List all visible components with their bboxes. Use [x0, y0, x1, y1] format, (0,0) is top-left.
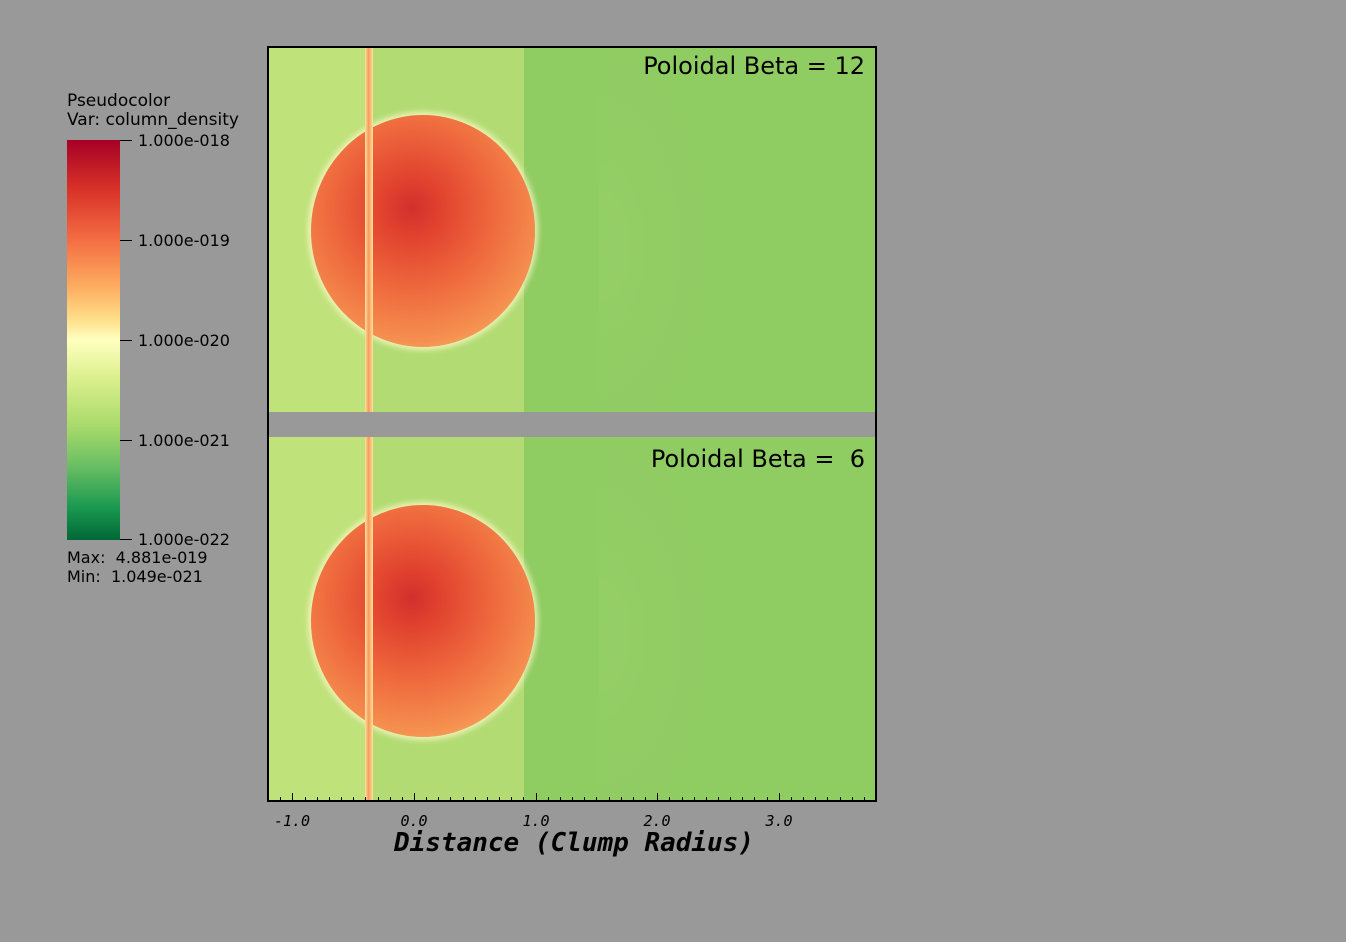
- x-axis-tick: [341, 797, 342, 801]
- x-axis-tick: [645, 797, 646, 801]
- x-axis-tick: [536, 793, 537, 801]
- colorbar-tick-label: 1.000e-021: [138, 431, 230, 450]
- colorbar-tick: [120, 539, 132, 540]
- x-axis-tick: [669, 797, 670, 801]
- x-axis-tick: [682, 797, 683, 801]
- x-axis-tick: [292, 793, 293, 801]
- x-axis-tick: [754, 797, 755, 801]
- x-axis-tick: [329, 797, 330, 801]
- x-axis-tick: [840, 797, 841, 801]
- legend-title: Pseudocolor Var: column_density: [67, 92, 239, 130]
- colorbar-tick: [120, 140, 132, 141]
- plot-frame: Poloidal Beta = 12 Poloidal Beta = 6: [267, 46, 877, 802]
- x-axis-tick: [280, 797, 281, 801]
- x-axis-tick: [378, 797, 379, 801]
- colorbar-tick: [120, 440, 132, 441]
- x-axis-tick: [560, 797, 561, 801]
- colorbar-tick-label: 1.000e-019: [138, 231, 230, 250]
- colorbar-tick-label: 1.000e-020: [138, 331, 230, 350]
- x-axis-tick: [791, 797, 792, 801]
- x-axis-tick: [438, 797, 439, 801]
- x-axis-tick: [767, 797, 768, 801]
- x-axis-tick: [803, 797, 804, 801]
- jet-filament: [365, 48, 373, 412]
- x-axis-tick: [511, 797, 512, 801]
- x-axis-tick: [548, 797, 549, 801]
- x-axis-tick: [730, 797, 731, 801]
- x-axis-tick: [742, 797, 743, 801]
- ambient-medium: [524, 437, 875, 800]
- ambient-medium: [524, 48, 875, 412]
- colorbar-tick: [120, 240, 132, 241]
- x-axis-tick: [694, 797, 695, 801]
- shock-wave: [599, 48, 719, 412]
- x-tick-label: 1.0: [522, 812, 550, 830]
- legend-plot-type: Pseudocolor: [67, 91, 171, 111]
- x-axis-tick: [609, 797, 610, 801]
- x-tick-label: 2.0: [643, 812, 671, 830]
- x-axis-tick: [633, 797, 634, 801]
- x-axis-tick: [463, 797, 464, 801]
- shock-wave: [599, 437, 719, 800]
- x-axis-tick: [353, 797, 354, 801]
- jet-filament: [365, 437, 373, 800]
- legend-variable: Var: column_density: [67, 110, 239, 130]
- x-axis-tick: [365, 797, 366, 801]
- x-axis-tick: [450, 797, 451, 801]
- colorbar-tick-label: 1.000e-022: [138, 530, 230, 549]
- x-axis-tick: [779, 793, 780, 801]
- x-axis-tick: [305, 797, 306, 801]
- x-tick-label: -1.0: [273, 812, 311, 830]
- x-axis-tick: [499, 797, 500, 801]
- colorbar-tick: [120, 340, 132, 341]
- x-axis-tick: [706, 797, 707, 801]
- x-axis-title: Distance (Clump Radius): [393, 828, 755, 858]
- x-axis-tick: [390, 797, 391, 801]
- x-axis-tick: [718, 797, 719, 801]
- x-tick-label: 0.0: [400, 812, 428, 830]
- x-axis-tick: [475, 797, 476, 801]
- legend-min: Min: 1.049e-021: [67, 567, 203, 586]
- clump: [311, 505, 535, 737]
- panel-top: Poloidal Beta = 12: [269, 48, 875, 412]
- panel-title: Poloidal Beta = 6: [650, 445, 865, 473]
- x-axis-tick: [852, 797, 853, 801]
- x-axis-tick: [864, 797, 865, 801]
- x-axis-tick: [402, 797, 403, 801]
- panel-bottom: Poloidal Beta = 6: [269, 437, 875, 800]
- x-tick-label: 3.0: [765, 812, 793, 830]
- x-axis-tick: [317, 797, 318, 801]
- clump: [311, 115, 535, 347]
- x-axis-tick: [572, 797, 573, 801]
- legend-max: Max: 4.881e-019: [67, 548, 208, 567]
- x-axis-tick: [596, 797, 597, 801]
- x-axis-tick: [827, 797, 828, 801]
- x-axis-tick: [523, 797, 524, 801]
- x-axis-tick: [815, 797, 816, 801]
- x-axis-tick: [487, 797, 488, 801]
- x-axis-tick: [657, 793, 658, 801]
- x-axis-tick: [414, 793, 415, 801]
- x-axis-tick: [426, 797, 427, 801]
- x-axis-tick: [621, 797, 622, 801]
- colorbar: [67, 140, 120, 540]
- colorbar-tick-label: 1.000e-018: [138, 131, 230, 150]
- x-axis-tick: [584, 797, 585, 801]
- panel-title: Poloidal Beta = 12: [643, 52, 865, 80]
